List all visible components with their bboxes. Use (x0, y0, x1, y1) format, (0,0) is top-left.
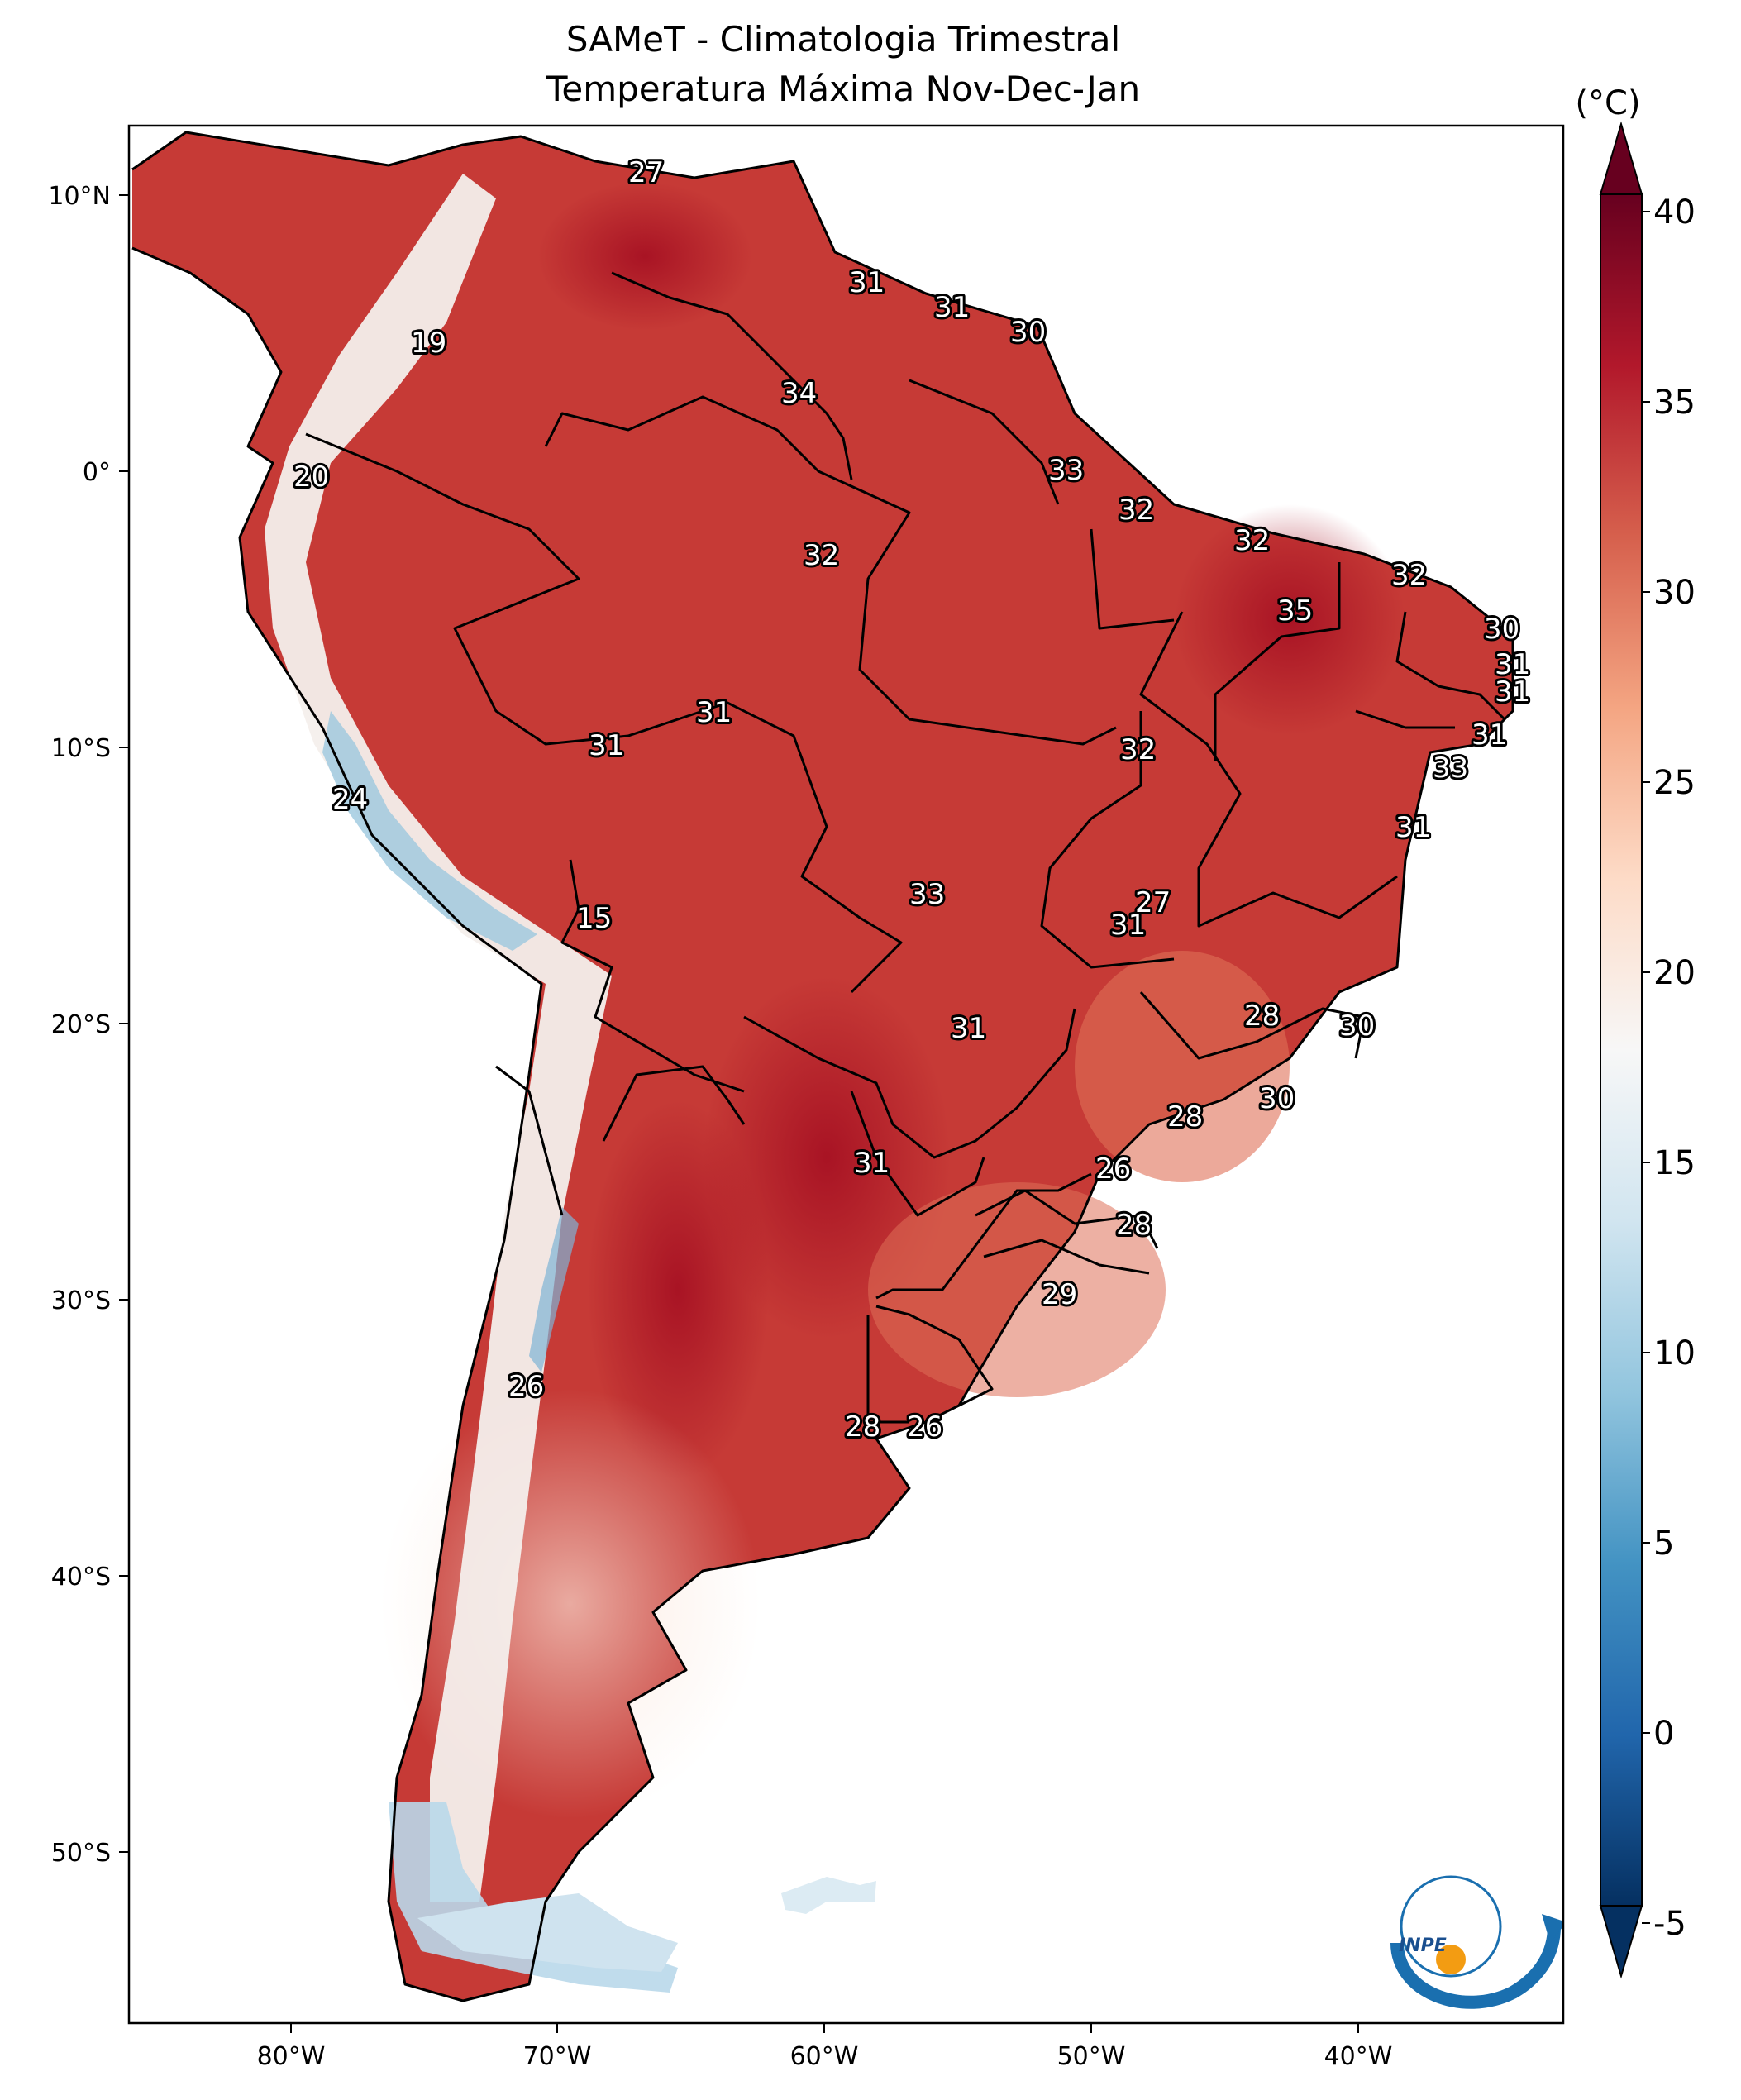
map-label: 33 (1433, 752, 1468, 785)
y-tick-label: 50°S (51, 1839, 111, 1868)
map-label: 30 (1259, 1082, 1295, 1115)
map-label: 34 (781, 377, 817, 410)
logo-arrow (1542, 1914, 1563, 1943)
chart-title-line2: Temperatura Máxima Nov-Dec-Jan (546, 69, 1140, 109)
map-label: 32 (804, 539, 839, 572)
map-label: 31 (849, 266, 885, 299)
colorbar-tick-label: 0 (1653, 1715, 1674, 1753)
map-label: 31 (934, 291, 970, 324)
mild-region-south (868, 1182, 1166, 1397)
x-tick-label: 60°W (790, 2042, 859, 2071)
colorbar-tick-label: 35 (1653, 384, 1696, 422)
y-tick-label: 30°S (51, 1286, 111, 1315)
map-label: 31 (854, 1147, 890, 1180)
map-label: 26 (1095, 1153, 1131, 1186)
x-tick-label: 40°W (1324, 2042, 1393, 2071)
hot-region-argentina (587, 1100, 769, 1480)
y-tick-label: 0° (83, 458, 111, 487)
logo-text: INPE (1399, 1935, 1447, 1956)
map-label: 20 (293, 461, 329, 494)
falkland-islands (781, 1877, 876, 1914)
map-label: 28 (1244, 1000, 1280, 1033)
map-label: 31 (1495, 675, 1530, 709)
tierra-del-fuego (417, 1893, 678, 1972)
map-label: 32 (1119, 494, 1154, 527)
map-label: 28 (845, 1410, 880, 1444)
map-label: 31 (696, 696, 732, 729)
x-tick-label: 80°W (257, 2042, 326, 2071)
political-borders (131, 131, 1514, 2002)
logo-swoosh (1390, 1926, 1561, 2009)
map-label: 31 (1472, 718, 1507, 752)
map-label: 32 (1391, 559, 1427, 592)
map-label: 27 (1135, 886, 1171, 919)
map-label: 15 (576, 902, 612, 935)
colorbar: (°C) 40 35 30 25 20 15 10 5 0 -5 (1575, 84, 1696, 1979)
map-label: 31 (1395, 811, 1431, 844)
map-label: 29 (1042, 1278, 1077, 1311)
map-label: 26 (508, 1370, 544, 1403)
map-frame (127, 124, 1565, 2025)
chart-title-line1: SAMeT - Climatologia Trimestral (566, 19, 1120, 60)
map-label: 28 (1167, 1100, 1203, 1134)
x-axis: 80°W 70°W 60°W 50°W 40°W (257, 2023, 1393, 2071)
map-label: 31 (951, 1012, 986, 1045)
x-tick-label: 70°W (523, 2042, 592, 2071)
map-label: 26 (907, 1410, 942, 1444)
colorbar-tick-label: 15 (1653, 1144, 1696, 1182)
map-label: 28 (1116, 1209, 1152, 1242)
map-label: 30 (1010, 316, 1046, 349)
hot-region-northeast (1174, 504, 1405, 736)
map-label: 35 (1277, 594, 1313, 628)
temperature-labels: 27 19 31 31 30 34 20 33 32 32 32 32 35 3… (291, 154, 1533, 1446)
map-label: 33 (1048, 454, 1084, 487)
colorbar-scale (1600, 193, 1643, 1907)
colorbar-ticks: 40 35 30 25 20 15 10 5 0 -5 (1642, 193, 1696, 1943)
map-label: 31 (1495, 648, 1530, 681)
mild-region-southeast (1075, 951, 1290, 1182)
andes-cold-chile (529, 1207, 579, 1372)
y-tick-label: 10°S (51, 734, 111, 763)
map-label: 31 (589, 729, 624, 762)
x-tick-label: 50°W (1057, 2042, 1126, 2071)
logo-sun (1436, 1945, 1466, 1974)
map-label: 30 (1484, 613, 1519, 646)
y-axis: 10°N 0° 10°S 20°S 30°S 40°S 50°S (48, 182, 129, 1868)
y-tick-label: 10°N (48, 182, 111, 211)
andes-cold-peru (322, 711, 537, 951)
map-label: 32 (1120, 733, 1156, 766)
map-label: 19 (411, 327, 446, 360)
colorbar-tick-label: -5 (1653, 1905, 1686, 1943)
colorbar-extend-max (1599, 121, 1643, 195)
colorbar-tick-label: 10 (1653, 1334, 1696, 1372)
colorbar-tick-label: 30 (1653, 574, 1696, 612)
colorbar-tick-label: 20 (1653, 954, 1696, 992)
colorbar-tick-label: 25 (1653, 764, 1696, 802)
colorbar-tick-label: 40 (1653, 193, 1696, 231)
map-label: 31 (1110, 909, 1146, 942)
colorbar-extend-min (1599, 1905, 1643, 1979)
y-tick-label: 40°S (51, 1563, 111, 1592)
map-label: 30 (1339, 1009, 1375, 1043)
colorbar-tick-label: 5 (1653, 1525, 1674, 1563)
inpe-logo: INPE (1390, 1875, 1563, 2009)
andes-cool-strip (265, 174, 612, 1902)
map-label: 27 (628, 156, 664, 189)
map-label: 24 (332, 783, 368, 816)
hot-region-llanos (537, 182, 752, 331)
map-area: 27 19 31 31 30 34 20 33 32 32 32 32 35 3… (131, 131, 1563, 2009)
map-label: 33 (909, 878, 945, 911)
y-tick-label: 20°S (51, 1010, 111, 1039)
logo-orbit (1400, 1875, 1502, 1978)
colorbar-unit: (°C) (1575, 84, 1640, 122)
map-label: 32 (1234, 524, 1270, 557)
